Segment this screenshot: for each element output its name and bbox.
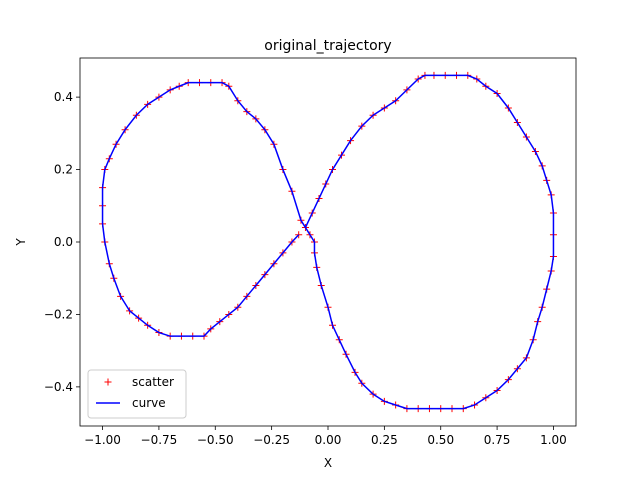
x-tick-label: 1.00	[540, 433, 567, 447]
y-tick-label: −0.4	[44, 380, 73, 394]
x-tick-label: −0.75	[141, 433, 178, 447]
x-tick-label: 0.25	[371, 433, 398, 447]
chart-title: original_trajectory	[264, 38, 391, 54]
x-tick-label: 0.00	[315, 433, 342, 447]
x-tick-label: −0.25	[253, 433, 290, 447]
plot-frame	[79, 57, 577, 427]
x-tick-label: −1.00	[84, 433, 121, 447]
legend-marker	[104, 378, 112, 386]
legend-label: scatter	[132, 375, 174, 389]
legend-box	[87, 369, 187, 419]
y-tick-label: 0.0	[54, 235, 73, 249]
y-tick-label: 0.4	[54, 90, 73, 104]
x-tick-label: −0.50	[197, 433, 234, 447]
x-tick-label: 0.50	[427, 433, 454, 447]
curve-line	[101, 74, 555, 410]
y-tick-label: 0.2	[54, 163, 73, 177]
x-tick-label: 0.75	[484, 433, 511, 447]
y-tick-label: −0.2	[44, 307, 73, 321]
y-axis-label: Y	[14, 238, 28, 247]
legend-label: curve	[132, 396, 166, 410]
x-axis-label: X	[324, 456, 332, 470]
